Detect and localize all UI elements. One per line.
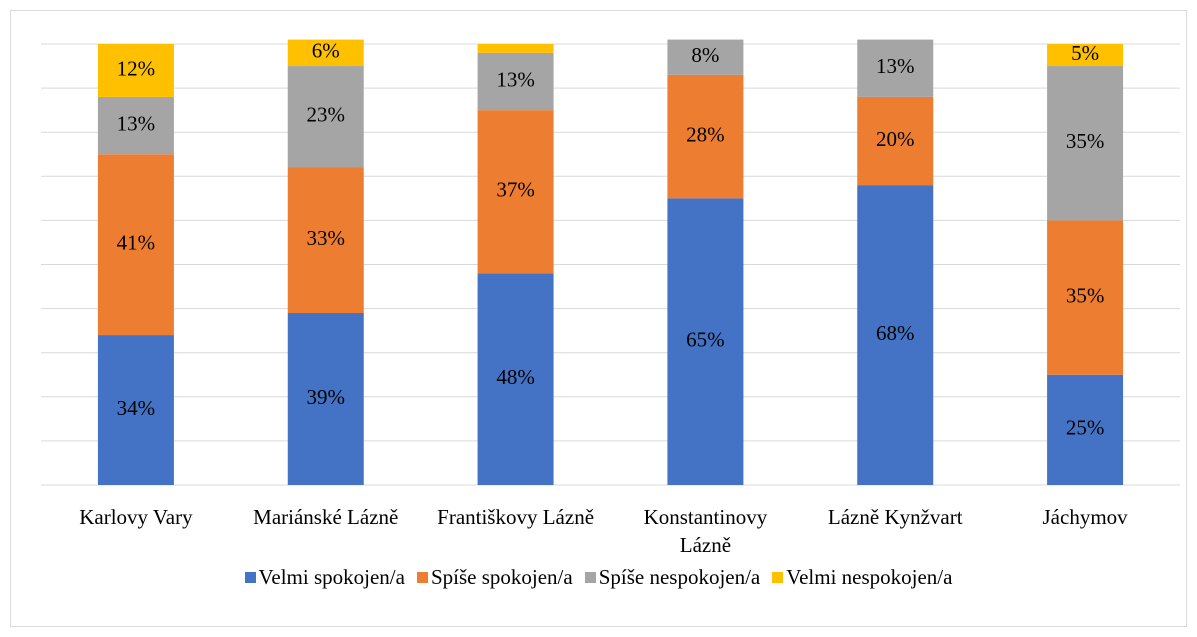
legend-label: Spíše spokojen/a [430,565,573,589]
x-tick-label: Karlovy Vary [79,505,193,529]
bar-segment [287,167,364,314]
chart-border [10,10,1187,627]
data-label: 12% [117,56,156,80]
data-label: 13% [876,54,915,78]
data-label: 6% [312,39,340,63]
data-label: 35% [1066,129,1105,153]
legend-swatch [584,572,596,583]
bar-segment [97,335,174,485]
bar-segment [667,39,744,75]
bar-segment [857,96,934,186]
data-label: 23% [307,103,346,127]
legend-label: Spíše nespokojen/a [598,565,761,589]
bar-segment [477,44,554,53]
bar-segment [1047,66,1124,221]
bar-segment [477,52,554,111]
legend: Velmi spokojen/a Spíše spokojen/a Spíše ne… [0,565,1197,590]
legend-item: Velmi nespokojen/a [772,565,952,590]
bar-segment [477,110,554,274]
bar-segment [1047,44,1124,67]
data-label: 33% [307,226,346,250]
x-tick-label: Konstantinovy Lázně [643,505,768,557]
data-label: 65% [686,327,725,351]
bar-segment [1047,220,1124,375]
bar-segment [857,185,934,485]
bar-segment [287,39,364,67]
bar-segment [857,39,934,97]
legend-swatch [416,572,428,583]
legend-item: Spíše spokojen/a [416,565,573,590]
x-tick-label: Mariánské Lázně [253,505,399,529]
x-tick-label: Jáchymov [1042,505,1128,529]
data-label: 68% [876,321,915,345]
data-label: 35% [1066,283,1105,307]
x-tick-label: Lázně Kynžvart [827,505,963,529]
legend-label: Velmi nespokojen/a [786,565,953,589]
bar-segment [667,74,744,199]
legend-swatch [244,572,256,583]
data-label: 34% [117,396,156,420]
bar-segment [287,66,364,168]
data-label: 39% [307,385,346,409]
data-label: 13% [117,111,156,135]
data-label: 20% [876,127,915,151]
bar-segment [287,313,364,485]
data-label: 48% [496,365,535,389]
legend-item: Spíše nespokojen/a [584,565,761,590]
data-label: 5% [1071,41,1099,65]
data-label: 13% [496,67,535,91]
data-label: 25% [1066,416,1105,440]
legend-swatch [772,572,784,583]
data-label: 41% [117,230,156,254]
legend-item: Velmi spokojen/a [244,565,405,590]
bar-segment [477,273,554,485]
data-label: 8% [691,43,719,67]
bar-segment [667,198,744,485]
data-label: 28% [686,122,725,146]
bar-segment [1047,374,1124,485]
bar-segment [97,154,174,336]
bar-segment [97,96,174,155]
data-label: 37% [496,178,535,202]
bar-segment [97,44,174,97]
x-tick-label: Františkovy Lázně [437,505,595,529]
legend-label: Velmi spokojen/a [258,565,405,589]
